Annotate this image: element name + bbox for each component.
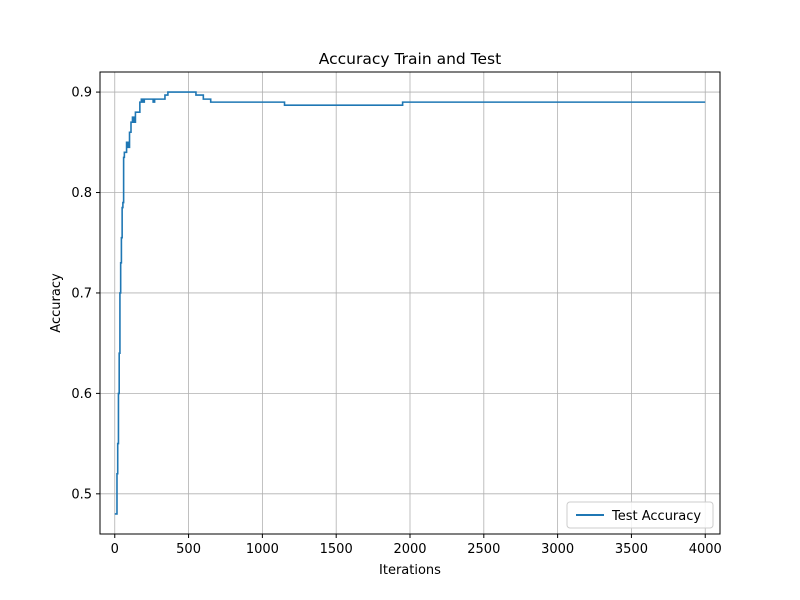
x-tick-label: 3000 — [541, 542, 574, 557]
y-axis-title: Accuracy — [49, 273, 64, 333]
y-tick-label: 0.8 — [71, 186, 92, 201]
x-tick-label: 2500 — [467, 542, 500, 557]
x-tick-label: 500 — [176, 542, 201, 557]
ticks: 0 500 1000 1500 2000 2500 3000 3500 4000 0.5 0.6 0.… — [71, 86, 721, 557]
x-axis-title: Iterations — [379, 563, 441, 578]
grid — [100, 72, 720, 534]
y-tick-label: 0.6 — [71, 387, 92, 402]
x-tick-label: 1000 — [246, 542, 279, 557]
series-layer — [114, 91, 706, 515]
y-tick-label: 0.7 — [71, 286, 92, 301]
x-tick-label: 4000 — [689, 542, 722, 557]
legend-box — [566, 501, 714, 529]
legend: Test Accuracy — [566, 501, 714, 529]
series-line-test-accuracy — [114, 91, 706, 515]
x-tick-label: 2000 — [393, 542, 426, 557]
legend-label: Test Accuracy — [611, 509, 701, 524]
x-tick-label: 0 — [111, 542, 119, 557]
chart-title: Accuracy Train and Test — [319, 50, 501, 68]
x-tick-label: 1500 — [320, 542, 353, 557]
y-tick-label: 0.5 — [71, 487, 92, 502]
y-tick-label: 0.9 — [71, 86, 92, 101]
x-tick-label: 3500 — [615, 542, 648, 557]
